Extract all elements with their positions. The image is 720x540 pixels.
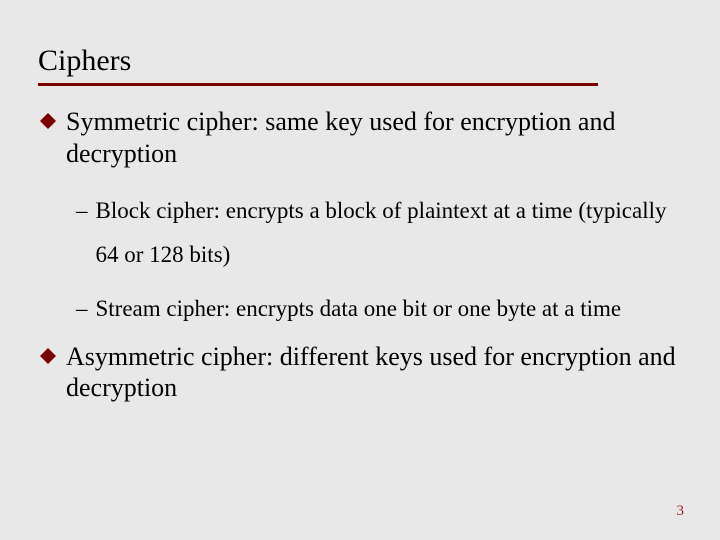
bullet-text: Block cipher: encrypts a block of plaint… xyxy=(96,189,681,276)
bullet-symmetric: Symmetric cipher: same key used for encr… xyxy=(40,106,680,169)
dash-icon: – xyxy=(76,287,88,331)
bullet-text: Asymmetric cipher: different keys used f… xyxy=(66,341,680,404)
title-block: Ciphers xyxy=(38,44,598,86)
bullet-text: Stream cipher: encrypts data one bit or … xyxy=(96,287,622,331)
title-underline xyxy=(38,83,598,86)
bullet-text: Symmetric cipher: same key used for encr… xyxy=(66,106,680,169)
slide-title: Ciphers xyxy=(38,44,598,81)
subbullet-block-cipher: – Block cipher: encrypts a block of plai… xyxy=(76,189,680,276)
slide: Ciphers Symmetric cipher: same key used … xyxy=(0,0,720,540)
dash-icon: – xyxy=(76,189,88,233)
subbullet-stream-cipher: – Stream cipher: encrypts data one bit o… xyxy=(76,287,680,331)
bullet-asymmetric: Asymmetric cipher: different keys used f… xyxy=(40,341,680,404)
diamond-icon xyxy=(40,113,56,129)
page-number: 3 xyxy=(677,503,685,520)
diamond-icon xyxy=(40,348,56,364)
slide-body: Symmetric cipher: same key used for encr… xyxy=(40,106,680,424)
